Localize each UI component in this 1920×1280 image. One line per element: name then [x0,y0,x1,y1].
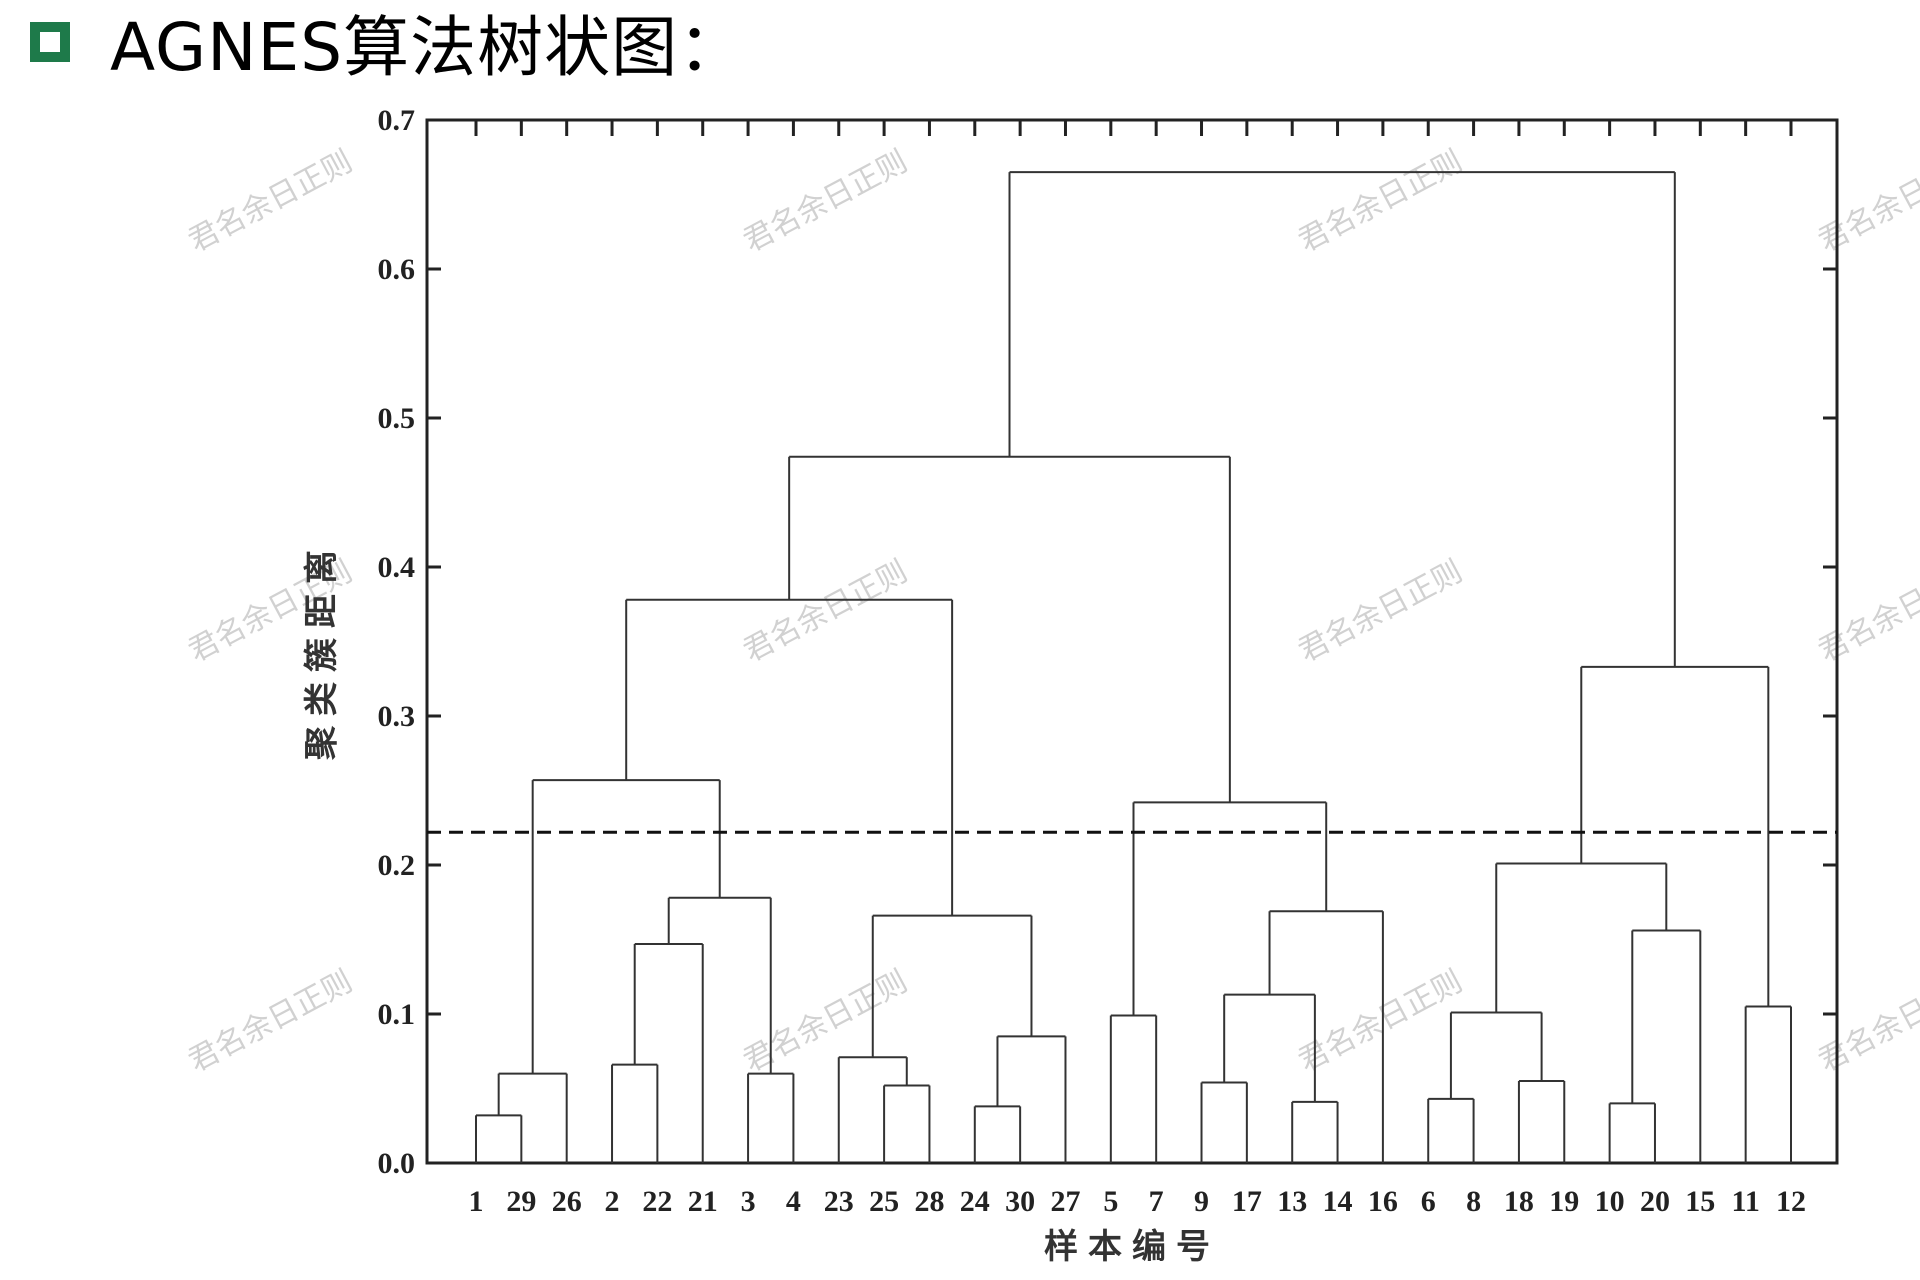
watermark-text: 君名余日正则 [183,144,358,259]
y-tick-label: 0.6 [378,253,416,286]
leaf-label: 23 [824,1185,854,1218]
leaf-label: 19 [1549,1185,1579,1218]
leaf-label: 25 [869,1185,899,1218]
leaf-label: 8 [1466,1185,1481,1218]
leaf-label: 3 [741,1185,756,1218]
watermark-text: 君名余日正则 [183,964,358,1079]
leaf-label: 13 [1277,1185,1307,1218]
leaf-label: 18 [1504,1185,1534,1218]
leaf-label: 20 [1640,1185,1670,1218]
watermark-text: 君名余日正则 [738,144,913,259]
watermark-text: 君名余日正则 [1293,144,1468,259]
leaf-label: 24 [960,1185,990,1218]
leaf-label: 1 [469,1185,484,1218]
y-tick-label: 0.5 [378,402,416,435]
leaf-label: 28 [914,1185,944,1218]
y-tick-label: 0.4 [378,551,416,584]
leaf-label: 29 [506,1185,536,1218]
watermark-text: 君名余日正则 [738,554,913,669]
leaf-label: 15 [1685,1185,1715,1218]
leaf-label: 6 [1421,1185,1436,1218]
x-axis-title: 样本编号 [1044,1227,1220,1267]
leaf-label: 30 [1005,1185,1035,1218]
y-tick-label: 0.3 [378,700,416,733]
dendrogram-tree [427,171,1837,1163]
watermark-text: 君名余日正则 [1813,144,1920,259]
slide-header: AGNES算法树状图： [30,0,745,86]
leaf-label: 10 [1595,1185,1625,1218]
leaf-label: 4 [786,1185,801,1218]
y-tick-label: 0.1 [378,998,416,1031]
watermark-text: 君名余日正则 [1293,554,1468,669]
leaf-label: 11 [1731,1185,1759,1218]
leaf-label: 12 [1776,1185,1806,1218]
plot-frame [425,118,1839,1165]
leaf-label: 16 [1368,1185,1398,1218]
leaf-label: 21 [688,1185,718,1218]
leaf-label: 17 [1232,1185,1262,1218]
leaf-label: 7 [1149,1185,1164,1218]
chart-labels: 0.00.10.20.30.40.50.60.71 29 26 2 22 21 3 4 23 25… [302,104,1806,1267]
watermark-text: 君名余日正则 [1813,964,1920,1079]
y-axis-title: 聚类簇距离 [302,540,342,761]
slide-title: AGNES算法树状图： [110,9,746,86]
watermark-text: 君名余日正则 [1813,554,1920,669]
leaf-label: 5 [1103,1185,1118,1218]
leaf-label: 2 [605,1185,620,1218]
watermark-text: 君名余日正则 [738,964,913,1079]
leaf-label: 26 [552,1185,582,1218]
y-tick-label: 0.0 [378,1147,416,1180]
watermark-text: 君名余日正则 [1293,964,1468,1079]
leaf-label: 9 [1194,1185,1209,1218]
leaf-label: 22 [642,1185,672,1218]
chart-axes [425,118,1839,1165]
square-bullet-icon [30,22,70,62]
y-tick-label: 0.7 [378,104,416,137]
leaf-label: 27 [1050,1185,1080,1218]
y-tick-label: 0.2 [378,849,416,882]
leaf-label: 14 [1323,1185,1353,1218]
